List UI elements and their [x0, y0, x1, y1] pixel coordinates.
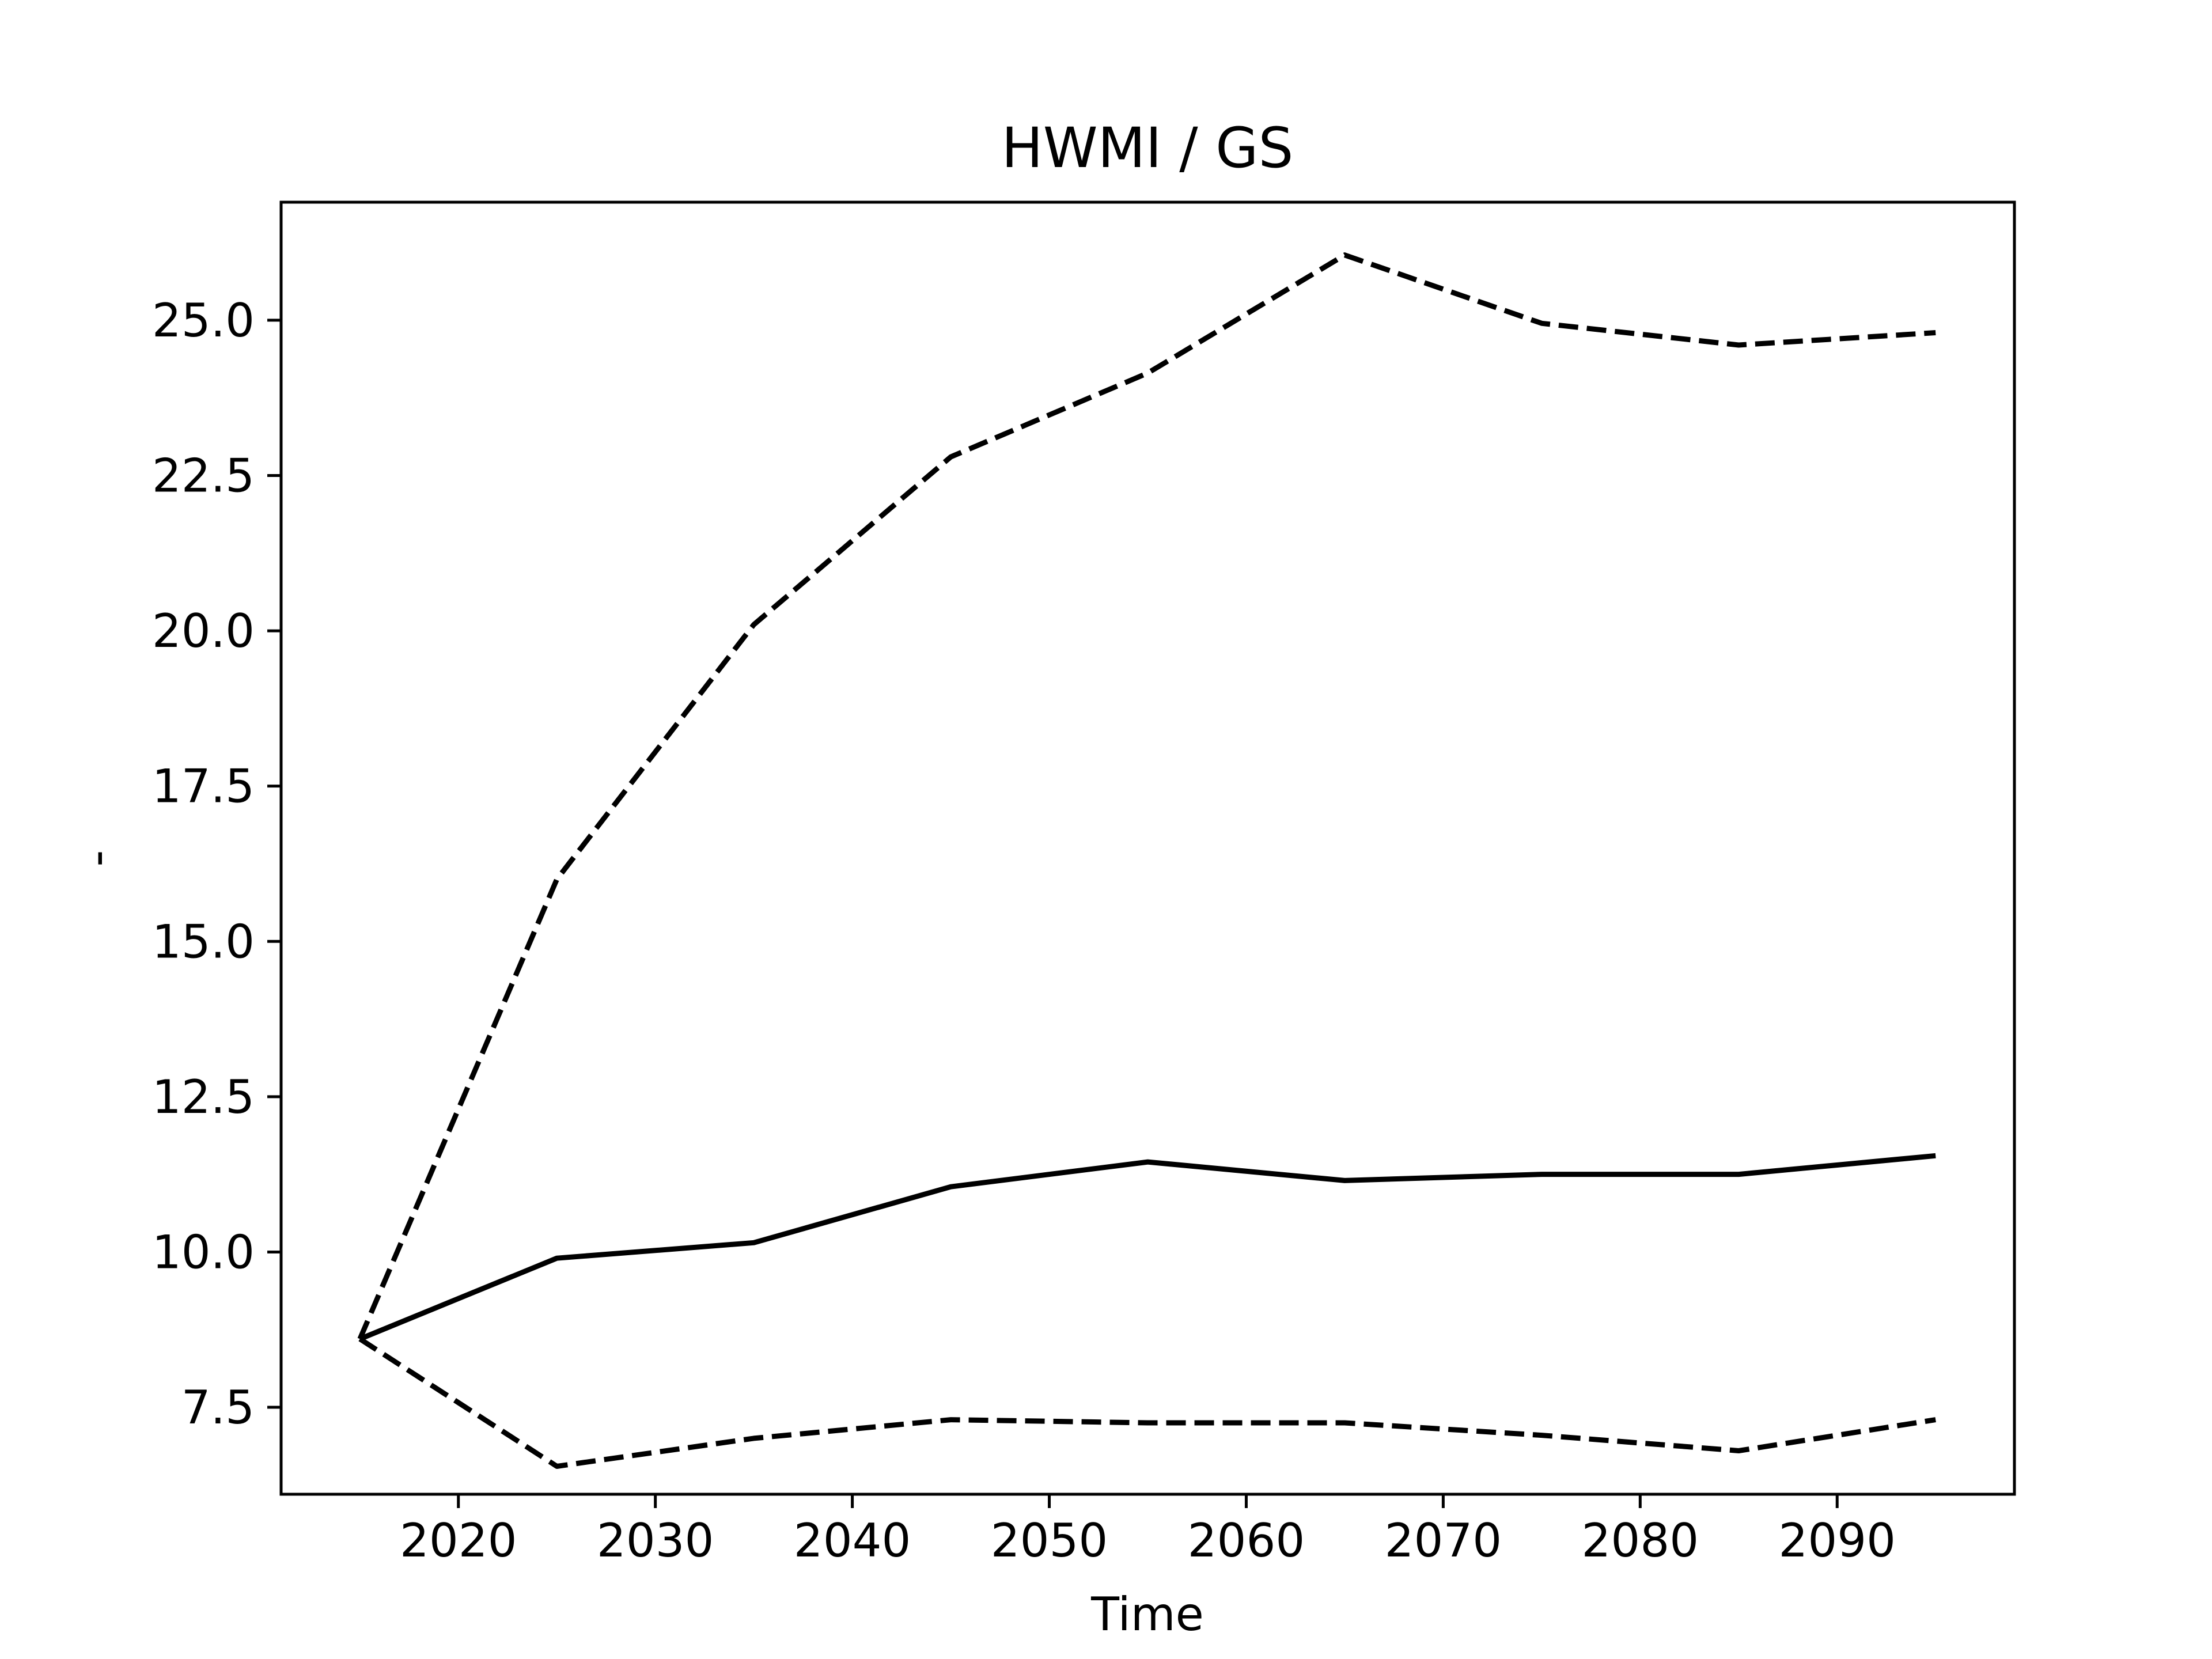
x-tick-label: 2050 — [991, 1514, 1108, 1567]
plot-area-frame — [279, 200, 2016, 1496]
x-tick-label: 2020 — [400, 1514, 517, 1567]
x-tick-label: 2040 — [794, 1514, 911, 1567]
y-tick-label: 25.0 — [152, 294, 255, 347]
series-lower-dashed-line — [358, 1336, 1936, 1469]
x-tick-label: 2060 — [1188, 1514, 1305, 1567]
series-lines — [357, 252, 1936, 1469]
series-upper-dashed-line — [357, 252, 1936, 1340]
x-tick-label: 2030 — [597, 1514, 714, 1567]
y-tick-label: 15.0 — [152, 915, 255, 968]
y-tick-label: 22.5 — [152, 449, 255, 502]
x-tick-label: 2090 — [1778, 1514, 1896, 1567]
y-tick-label: 10.0 — [152, 1225, 255, 1279]
y-tick-label: 7.5 — [181, 1381, 255, 1434]
y-tick-label: 20.0 — [152, 604, 255, 658]
series-median-line — [359, 1153, 1936, 1342]
x-axis-label: Time — [1090, 1588, 1204, 1641]
y-axis-label: - — [70, 850, 124, 867]
y-tick-label: 12.5 — [152, 1070, 255, 1124]
axis-ticks: 2020 2030 2040 2050 2060 2070 2080 2090 7.5 10.0 1… — [152, 294, 1896, 1567]
chart-title: HWMI / GS — [1002, 116, 1294, 180]
x-tick-label: 2080 — [1582, 1514, 1699, 1567]
x-tick-label: 2070 — [1385, 1514, 1502, 1567]
y-tick-label: 17.5 — [152, 760, 255, 813]
